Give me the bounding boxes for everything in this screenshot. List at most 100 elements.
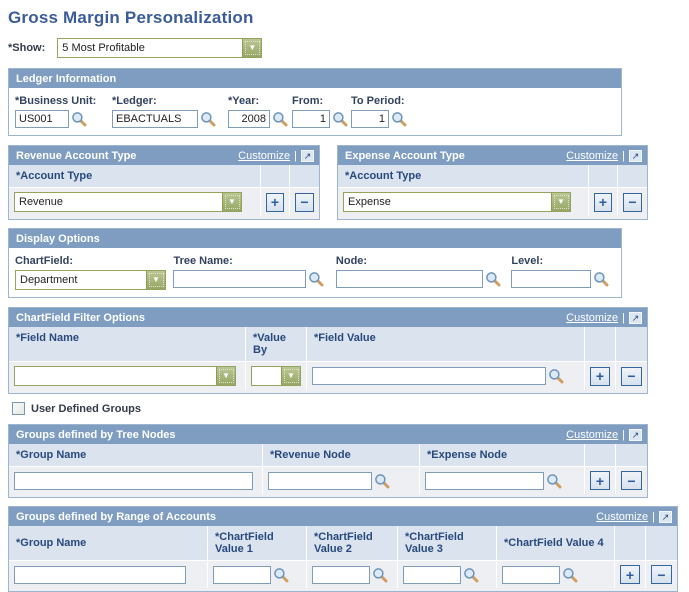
chartfield-value-3-input[interactable] bbox=[403, 565, 461, 584]
chevron-glyph: ▼ bbox=[224, 195, 240, 209]
chevron-down-icon[interactable]: ▼ bbox=[216, 367, 235, 385]
customize-link[interactable]: Customize bbox=[566, 428, 619, 441]
lookup-icon[interactable] bbox=[391, 111, 407, 127]
add-row-button[interactable]: + bbox=[594, 192, 612, 212]
column-header-account-type: *Account Type bbox=[16, 170, 93, 182]
lookup-icon[interactable] bbox=[546, 473, 562, 489]
level-label: Level: bbox=[511, 255, 544, 267]
business-unit-input[interactable] bbox=[15, 110, 69, 128]
revenue-account-type-select[interactable]: Revenue ▼ bbox=[14, 192, 242, 212]
chartfield-select[interactable]: Department ▼ bbox=[15, 270, 166, 290]
from-period-input[interactable] bbox=[292, 110, 330, 128]
column-header-add bbox=[588, 165, 617, 187]
lookup-icon[interactable] bbox=[593, 271, 609, 287]
chartfield-value-2-input[interactable] bbox=[312, 565, 370, 584]
zoom-grid-icon[interactable]: ↗ bbox=[629, 149, 642, 162]
user-defined-groups-row: User Defined Groups bbox=[12, 402, 689, 415]
show-select-value: 5 Most Profitable bbox=[62, 42, 145, 54]
column-header-account-type: *Account Type bbox=[345, 170, 422, 182]
customize-link[interactable]: Customize bbox=[566, 149, 619, 162]
column-header-value-by: *Value By bbox=[245, 327, 306, 361]
add-row-button[interactable]: + bbox=[620, 565, 640, 584]
chevron-down-icon[interactable]: ▼ bbox=[222, 193, 241, 211]
chartfield-value-4-input[interactable] bbox=[502, 565, 560, 584]
delete-row-button[interactable]: − bbox=[651, 565, 672, 584]
column-header-delete bbox=[615, 444, 647, 466]
section-title: Display Options bbox=[16, 232, 100, 245]
grid-toolbar: Customize | ↗ bbox=[566, 311, 642, 324]
group-name-input[interactable] bbox=[14, 565, 186, 584]
chevron-down-icon[interactable]: ▼ bbox=[146, 271, 165, 289]
zoom-grid-icon[interactable]: ↗ bbox=[629, 428, 642, 441]
column-header-delete bbox=[645, 526, 677, 560]
column-header-field-name: *Field Name bbox=[16, 332, 79, 344]
expense-account-type-select[interactable]: Expense ▼ bbox=[343, 192, 571, 212]
revenue-account-type-header: Revenue Account Type Customize | ↗ bbox=[9, 146, 319, 165]
zoom-grid-icon[interactable]: ↗ bbox=[301, 149, 314, 162]
expense-account-type-value: Expense bbox=[348, 196, 391, 208]
delete-row-button[interactable]: − bbox=[621, 366, 642, 386]
column-header-chartfield-value-1: *ChartField Value 1 bbox=[207, 526, 306, 560]
lookup-icon[interactable] bbox=[485, 271, 501, 287]
ledger-input[interactable] bbox=[112, 110, 198, 128]
field-name-select[interactable]: ▼ bbox=[14, 366, 236, 386]
revenue-account-type-value: Revenue bbox=[19, 196, 64, 208]
to-period-input[interactable] bbox=[351, 110, 389, 128]
table-row: ▼ ▼ + bbox=[9, 361, 647, 390]
revenue-node-input[interactable] bbox=[268, 471, 372, 490]
toolbar-separator: | bbox=[294, 149, 297, 162]
chevron-down-icon[interactable]: ▼ bbox=[281, 367, 300, 385]
grid-toolbar: Customize | ↗ bbox=[566, 428, 642, 441]
lookup-icon[interactable] bbox=[548, 368, 564, 384]
group-name-input[interactable] bbox=[14, 471, 253, 490]
add-row-button[interactable]: + bbox=[590, 471, 610, 490]
value-by-select[interactable]: ▼ bbox=[251, 366, 301, 386]
chevron-down-icon[interactable]: ▼ bbox=[551, 193, 570, 211]
customize-link[interactable]: Customize bbox=[238, 149, 291, 162]
lookup-icon[interactable] bbox=[372, 567, 388, 583]
lookup-icon[interactable] bbox=[308, 271, 324, 287]
lookup-icon[interactable] bbox=[562, 567, 578, 583]
add-row-button[interactable]: + bbox=[266, 192, 284, 212]
year-input[interactable] bbox=[228, 110, 270, 128]
toolbar-separator: | bbox=[622, 428, 625, 441]
add-row-button[interactable]: + bbox=[590, 366, 610, 386]
field-value-input[interactable] bbox=[312, 367, 546, 385]
expense-account-type-section: Expense Account Type Customize | ↗ *Acco… bbox=[337, 145, 648, 220]
node-input[interactable] bbox=[335, 270, 483, 288]
chartfield-filter-options-header: ChartField Filter Options Customize | ↗ bbox=[9, 308, 647, 327]
chartfield-label: ChartField: bbox=[15, 255, 74, 267]
lookup-icon[interactable] bbox=[273, 567, 289, 583]
expense-node-input[interactable] bbox=[425, 471, 544, 490]
lookup-icon[interactable] bbox=[332, 111, 348, 127]
customize-link[interactable]: Customize bbox=[596, 510, 649, 523]
lookup-icon[interactable] bbox=[374, 473, 390, 489]
display-options-section: Display Options ChartField: Department ▼… bbox=[8, 228, 622, 298]
toolbar-separator: | bbox=[622, 149, 625, 162]
delete-row-button[interactable]: − bbox=[623, 192, 642, 212]
user-defined-groups-label: User Defined Groups bbox=[31, 402, 142, 415]
delete-row-button[interactable]: − bbox=[621, 471, 642, 490]
column-header-chartfield-value-4: *ChartField Value 4 bbox=[496, 526, 614, 560]
zoom-grid-icon[interactable]: ↗ bbox=[659, 510, 672, 523]
lookup-icon[interactable] bbox=[463, 567, 479, 583]
tree-name-input[interactable] bbox=[173, 270, 307, 288]
zoom-grid-icon[interactable]: ↗ bbox=[629, 311, 642, 324]
user-defined-groups-checkbox[interactable] bbox=[12, 402, 25, 415]
lookup-icon[interactable] bbox=[200, 111, 216, 127]
customize-link[interactable]: Customize bbox=[566, 311, 619, 324]
delete-row-button[interactable]: − bbox=[295, 192, 314, 212]
section-title: Revenue Account Type bbox=[16, 149, 137, 162]
expense-account-type-header: Expense Account Type Customize | ↗ bbox=[338, 146, 647, 165]
column-header-group-name: *Group Name bbox=[16, 537, 87, 549]
chevron-down-icon[interactable]: ▼ bbox=[242, 39, 262, 57]
to-period-label: To Period: bbox=[351, 95, 405, 107]
lookup-icon[interactable] bbox=[71, 111, 87, 127]
chevron-glyph: ▼ bbox=[553, 195, 569, 209]
chartfield-value-1-input[interactable] bbox=[213, 565, 271, 584]
grid-toolbar: Customize | ↗ bbox=[238, 149, 314, 162]
lookup-icon[interactable] bbox=[272, 111, 288, 127]
column-header-delete bbox=[617, 165, 647, 187]
show-select[interactable]: 5 Most Profitable ▼ bbox=[57, 38, 263, 58]
level-input[interactable] bbox=[511, 270, 592, 288]
